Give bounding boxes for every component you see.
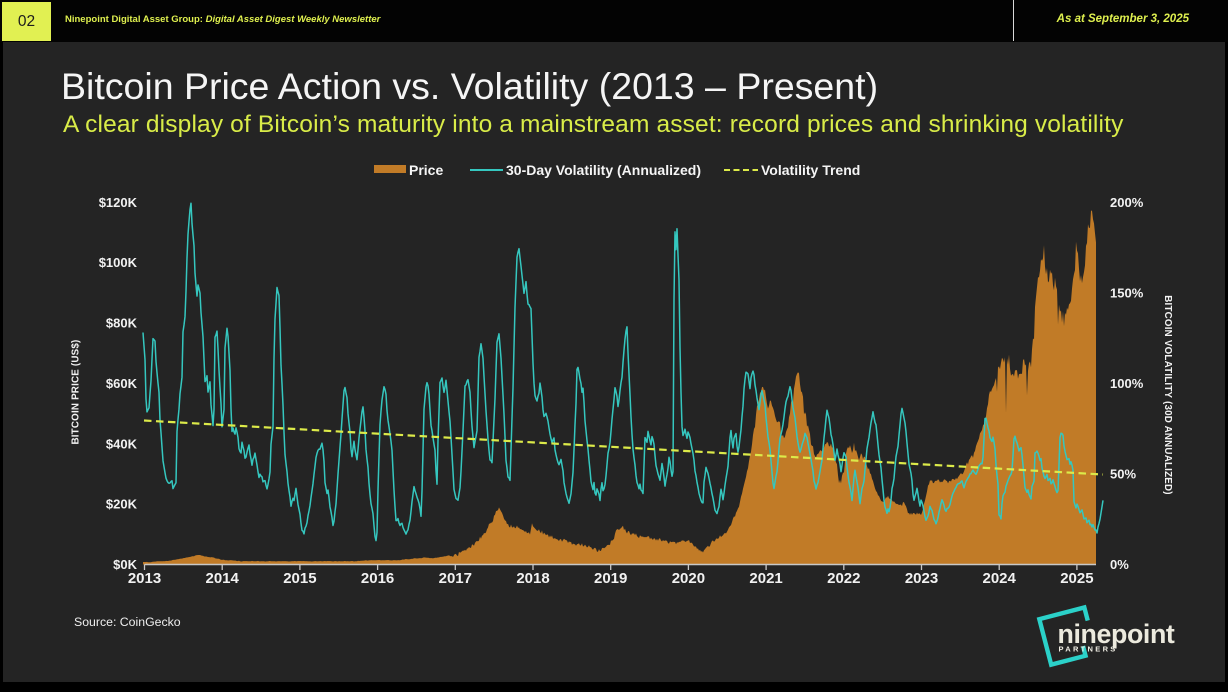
svg-text:2020: 2020 (672, 570, 705, 587)
svg-text:$100K: $100K (99, 255, 138, 270)
svg-text:$60K: $60K (106, 376, 138, 391)
svg-text:100%: 100% (1110, 376, 1144, 391)
svg-text:0%: 0% (1110, 557, 1129, 572)
svg-text:2025: 2025 (1060, 570, 1093, 587)
svg-text:2018: 2018 (516, 570, 549, 587)
svg-text:BITCOIN PRICE (US$): BITCOIN PRICE (US$) (71, 339, 82, 444)
svg-text:ninepoint: ninepoint (1058, 619, 1175, 649)
svg-text:2015: 2015 (283, 570, 316, 587)
svg-text:200%: 200% (1110, 195, 1144, 210)
svg-text:2022: 2022 (827, 570, 860, 587)
svg-text:$20K: $20K (106, 497, 138, 512)
svg-text:PARTNERS: PARTNERS (1059, 645, 1118, 654)
svg-text:2017: 2017 (439, 570, 472, 587)
svg-text:150%: 150% (1110, 285, 1144, 300)
svg-text:2019: 2019 (594, 570, 627, 587)
svg-text:2016: 2016 (361, 570, 394, 587)
svg-text:$120K: $120K (99, 195, 138, 210)
svg-text:50%: 50% (1110, 466, 1136, 481)
svg-text:BITCOIN VOLATILITY (30D ANNUAL: BITCOIN VOLATILITY (30D ANNUALIZED) (1162, 295, 1173, 495)
svg-text:$0K: $0K (113, 557, 137, 572)
svg-text:2013: 2013 (128, 570, 161, 587)
svg-text:2023: 2023 (905, 570, 938, 587)
svg-text:2024: 2024 (983, 570, 1017, 587)
svg-text:2014: 2014 (206, 570, 240, 587)
svg-text:$80K: $80K (106, 316, 138, 331)
svg-text:$40K: $40K (106, 436, 138, 451)
svg-text:2021: 2021 (749, 570, 782, 587)
